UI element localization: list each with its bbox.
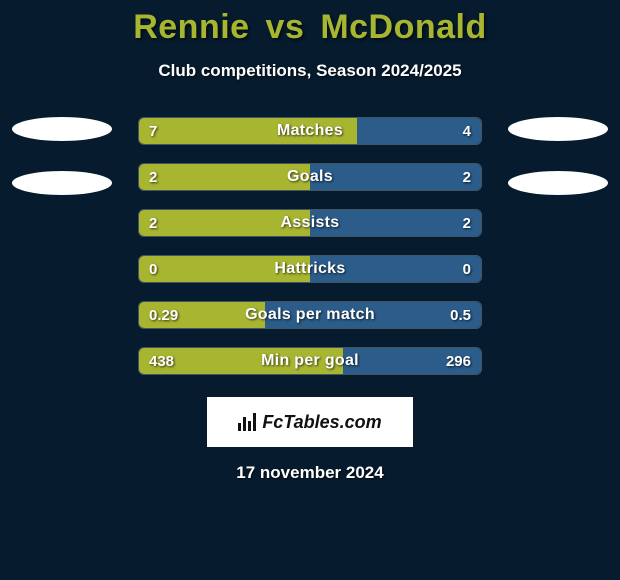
right-oval-column	[508, 117, 608, 375]
bar-label: Matches	[139, 118, 481, 144]
stat-bar: Matches7 4	[138, 117, 482, 145]
player1-oval-2	[12, 171, 112, 195]
stat-bar: Min per goal438 296	[138, 347, 482, 375]
date-text: 17 november 2024	[0, 463, 620, 483]
subtitle: Club competitions, Season 2024/2025	[0, 61, 620, 81]
bar-value-right: 0	[463, 256, 471, 282]
bar-value-right: 4	[463, 118, 471, 144]
bar-value-left: 2	[149, 164, 157, 190]
stat-bars: Matches74Goals22Assists22Hattricks00Goal…	[138, 117, 482, 375]
bar-label: Min per goal	[139, 348, 481, 374]
title-vs: vs	[266, 8, 305, 46]
bar-label: Goals per match	[139, 302, 481, 328]
left-oval-column	[12, 117, 112, 375]
stat-bar: Goals per match0.29 0.5	[138, 301, 482, 329]
player2-oval-2	[508, 171, 608, 195]
bar-value-right: 0.5	[450, 302, 471, 328]
player2-oval-1	[508, 117, 608, 141]
bar-value-right: 2	[463, 164, 471, 190]
bar-label: Goals	[139, 164, 481, 190]
page-title: Rennie vs McDonald	[0, 8, 620, 47]
brand-badge: FcTables.com	[207, 397, 413, 447]
bar-value-right: 296	[446, 348, 471, 374]
brand-chart-icon	[238, 413, 256, 431]
content-area: Matches74Goals22Assists22Hattricks00Goal…	[0, 117, 620, 375]
bar-value-left: 2	[149, 210, 157, 236]
brand-text: FcTables.com	[262, 412, 381, 433]
stat-bar: Assists2 2	[138, 209, 482, 237]
bar-value-left: 0.29	[149, 302, 178, 328]
stat-bar: Hattricks0 0	[138, 255, 482, 283]
player1-oval-1	[12, 117, 112, 141]
title-player1: Rennie	[133, 8, 249, 46]
bar-value-right: 2	[463, 210, 471, 236]
bar-label: Assists	[139, 210, 481, 236]
stat-bar: Goals2 2	[138, 163, 482, 191]
comparison-infographic: Rennie vs McDonald Club competitions, Se…	[0, 0, 620, 580]
title-player2: McDonald	[320, 8, 486, 46]
bar-label: Hattricks	[139, 256, 481, 282]
bar-value-left: 438	[149, 348, 174, 374]
bar-value-left: 0	[149, 256, 157, 282]
bar-value-left: 7	[149, 118, 157, 144]
